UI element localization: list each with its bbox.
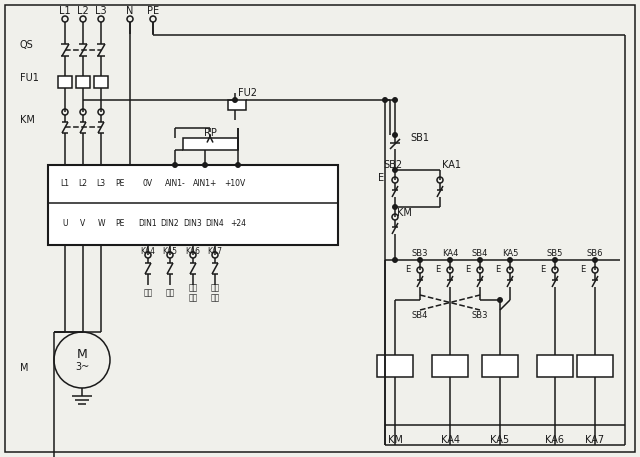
Circle shape <box>448 258 452 262</box>
Circle shape <box>508 258 512 262</box>
Text: E: E <box>405 265 411 273</box>
Circle shape <box>393 168 397 172</box>
Text: +24: +24 <box>230 218 246 228</box>
Text: +10V: +10V <box>225 179 246 187</box>
Text: L3: L3 <box>97 179 106 187</box>
Text: KA4: KA4 <box>440 435 460 445</box>
Text: FU1: FU1 <box>20 73 39 83</box>
Circle shape <box>393 205 397 209</box>
Text: SB4: SB4 <box>412 310 428 319</box>
Text: 3~: 3~ <box>75 362 89 372</box>
Circle shape <box>173 163 177 167</box>
Text: PE: PE <box>115 218 125 228</box>
Text: KA7: KA7 <box>586 435 605 445</box>
Text: KA6: KA6 <box>186 248 200 256</box>
Bar <box>432 355 468 377</box>
Text: 正转: 正转 <box>143 288 152 298</box>
Circle shape <box>498 298 502 302</box>
Text: KA5: KA5 <box>163 248 177 256</box>
Bar <box>228 100 246 110</box>
Text: KA6: KA6 <box>545 435 564 445</box>
Text: KM: KM <box>388 435 403 445</box>
Text: V: V <box>81 218 86 228</box>
Bar <box>377 355 413 377</box>
Text: KA5: KA5 <box>502 250 518 259</box>
Bar <box>48 165 338 245</box>
Bar <box>94 76 108 88</box>
Bar <box>577 355 613 377</box>
Circle shape <box>593 258 597 262</box>
Text: E: E <box>540 265 546 273</box>
Text: U: U <box>62 218 68 228</box>
Text: 0V: 0V <box>143 179 153 187</box>
Text: KA4: KA4 <box>141 248 156 256</box>
Circle shape <box>233 98 237 102</box>
Text: M: M <box>20 363 29 373</box>
Text: M: M <box>77 349 88 361</box>
Text: L2: L2 <box>77 6 89 16</box>
Circle shape <box>478 258 482 262</box>
Text: DIN2: DIN2 <box>161 218 179 228</box>
Bar <box>482 355 518 377</box>
Text: SB3: SB3 <box>472 310 488 319</box>
Text: KA5: KA5 <box>490 435 509 445</box>
Text: QS: QS <box>20 40 34 50</box>
Text: SB6: SB6 <box>587 250 604 259</box>
Text: L1: L1 <box>59 6 71 16</box>
Text: DIN3: DIN3 <box>184 218 202 228</box>
Text: RP: RP <box>204 128 216 138</box>
Text: E: E <box>495 265 500 273</box>
Bar <box>76 76 90 88</box>
Text: W: W <box>97 218 105 228</box>
Circle shape <box>383 98 387 102</box>
Text: E: E <box>435 265 440 273</box>
Text: DIN1: DIN1 <box>139 218 157 228</box>
Text: 正向
点动: 正向 点动 <box>188 283 198 303</box>
Circle shape <box>553 258 557 262</box>
Text: L3: L3 <box>95 6 107 16</box>
Text: AIN1-: AIN1- <box>164 179 186 187</box>
Text: KM: KM <box>397 208 412 218</box>
Circle shape <box>393 258 397 262</box>
Text: KA7: KA7 <box>207 248 223 256</box>
Text: 反转: 反转 <box>165 288 175 298</box>
Text: FU2: FU2 <box>238 88 257 98</box>
Bar <box>537 355 573 377</box>
Bar <box>183 138 238 150</box>
Text: KA1: KA1 <box>442 160 461 170</box>
Text: SB3: SB3 <box>412 250 428 259</box>
Text: L2: L2 <box>79 179 88 187</box>
Circle shape <box>393 133 397 137</box>
Text: 反向
点动: 反向 点动 <box>211 283 220 303</box>
Text: DIN4: DIN4 <box>205 218 225 228</box>
Circle shape <box>236 163 240 167</box>
Text: L1: L1 <box>61 179 70 187</box>
Text: N: N <box>126 6 134 16</box>
Text: E: E <box>580 265 586 273</box>
Text: AIN1+: AIN1+ <box>193 179 217 187</box>
Text: SB2: SB2 <box>383 160 402 170</box>
Text: SB4: SB4 <box>472 250 488 259</box>
Text: PE: PE <box>147 6 159 16</box>
Text: SB1: SB1 <box>410 133 429 143</box>
Text: E: E <box>465 265 470 273</box>
Bar <box>58 76 72 88</box>
Text: PE: PE <box>115 179 125 187</box>
Text: KA4: KA4 <box>442 250 458 259</box>
Circle shape <box>418 258 422 262</box>
Text: KM: KM <box>20 115 35 125</box>
Text: E: E <box>378 173 384 183</box>
Text: SB5: SB5 <box>547 250 563 259</box>
Circle shape <box>393 98 397 102</box>
Circle shape <box>203 163 207 167</box>
